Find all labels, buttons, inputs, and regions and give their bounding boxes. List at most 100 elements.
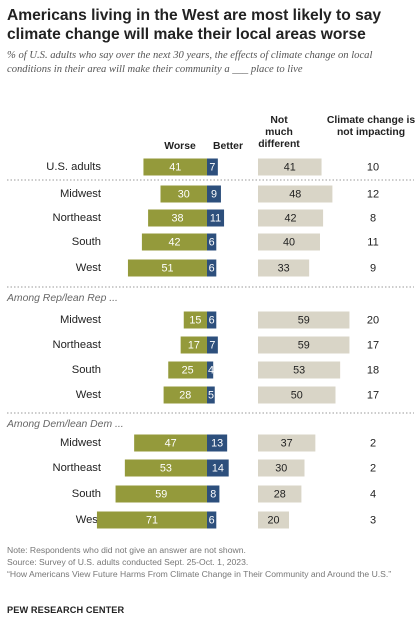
bar-not-much-different xyxy=(258,311,350,329)
bar-better xyxy=(207,209,225,227)
chart-source: Source: Survey of U.S. adults conducted … xyxy=(7,557,249,567)
column-header-not-impacting: Climate change is not impacting xyxy=(326,115,416,138)
row-label: Northeast xyxy=(52,462,101,474)
data-label-not-impacting: 18 xyxy=(367,364,379,376)
row-label: Midwest xyxy=(60,437,102,449)
row-label: West xyxy=(76,514,102,526)
bar-worse xyxy=(183,311,207,329)
data-label-worse: 25 xyxy=(182,364,194,376)
data-label-better: 6 xyxy=(209,514,215,526)
bar-better xyxy=(207,185,221,203)
data-label-not-impacting: 11 xyxy=(367,236,378,248)
group-label: Among Dem/lean Dem ... xyxy=(6,419,124,430)
bar-better xyxy=(207,459,229,477)
column-header-better: Better xyxy=(212,141,244,152)
bar-worse xyxy=(168,361,207,379)
data-label-not-much-different: 28 xyxy=(274,488,286,500)
data-label-not-much-different: 41 xyxy=(284,161,296,173)
group-label: Among Rep/lean Rep ... xyxy=(6,293,118,304)
row-label: Northeast xyxy=(52,339,101,351)
bar-not-much-different xyxy=(258,386,336,404)
data-label-worse: 38 xyxy=(172,212,184,224)
bar-worse xyxy=(141,233,207,251)
data-label-not-impacting: 20 xyxy=(367,314,379,326)
bar-not-much-different xyxy=(258,259,310,277)
data-label-not-much-different: 30 xyxy=(275,462,287,474)
column-header-worse: Worse xyxy=(164,141,196,152)
bar-not-much-different xyxy=(258,209,324,227)
bar-worse xyxy=(115,485,207,503)
bar-better xyxy=(207,311,217,329)
data-label-better: 7 xyxy=(209,161,215,173)
row-label: West xyxy=(76,389,102,401)
bar-not-much-different xyxy=(258,361,341,379)
data-label-worse: 51 xyxy=(161,262,173,274)
chart-title: Americans living in the West are most li… xyxy=(7,7,382,43)
bar-not-much-different xyxy=(258,485,302,503)
bar-better xyxy=(207,233,217,251)
bar-better xyxy=(207,361,214,379)
data-label-not-impacting: 17 xyxy=(367,389,379,401)
data-label-not-much-different: 59 xyxy=(298,314,310,326)
bar-not-much-different xyxy=(258,158,322,176)
data-label-not-impacting: 3 xyxy=(370,514,376,526)
bar-worse xyxy=(134,434,207,452)
data-label-worse: 15 xyxy=(189,314,201,326)
data-label-better: 11 xyxy=(210,212,221,224)
data-label-better: 8 xyxy=(210,488,216,500)
column-header-not-much-different: Not much different xyxy=(258,115,300,150)
data-label-worse: 17 xyxy=(188,339,200,351)
data-label-worse: 28 xyxy=(179,389,191,401)
data-label-not-impacting: 4 xyxy=(370,488,376,500)
data-label-better: 9 xyxy=(211,188,217,200)
data-label-better: 6 xyxy=(209,236,215,248)
bar-worse xyxy=(160,185,207,203)
data-label-not-much-different: 20 xyxy=(267,514,279,526)
chart-report-title: “How Americans View Future Harms From Cl… xyxy=(7,569,392,579)
data-label-better: 7 xyxy=(209,339,215,351)
row-label: West xyxy=(76,262,102,274)
bar-not-much-different xyxy=(258,459,305,477)
data-label-worse: 59 xyxy=(155,488,167,500)
data-label-not-much-different: 48 xyxy=(289,188,301,200)
data-label-better: 13 xyxy=(211,437,223,449)
row-label: U.S. adults xyxy=(46,161,101,173)
bar-worse xyxy=(96,511,207,529)
data-label-not-impacting: 8 xyxy=(370,212,376,224)
row-label: South xyxy=(72,488,101,500)
bar-better xyxy=(207,158,218,176)
row-label: South xyxy=(72,364,101,376)
row-label: Northeast xyxy=(52,212,101,224)
data-label-not-impacting: 12 xyxy=(367,188,379,200)
bar-better xyxy=(207,386,215,404)
data-label-not-much-different: 40 xyxy=(283,236,295,248)
bar-better xyxy=(207,336,218,354)
data-label-not-impacting: 2 xyxy=(370,462,376,474)
chart-subtitle: % of U.S. adults who say over the next 3… xyxy=(7,50,373,75)
data-label-worse: 41 xyxy=(169,161,181,173)
bar-better xyxy=(207,259,217,277)
data-label-worse: 71 xyxy=(146,514,158,526)
data-label-worse: 53 xyxy=(160,462,172,474)
bar-worse xyxy=(143,158,207,176)
data-label-not-much-different: 53 xyxy=(293,364,305,376)
data-label-not-impacting: 9 xyxy=(370,262,376,274)
bar-better xyxy=(207,434,228,452)
data-label-not-impacting: 2 xyxy=(370,437,376,449)
data-label-not-much-different: 42 xyxy=(285,212,297,224)
row-label: Midwest xyxy=(60,314,102,326)
data-label-worse: 42 xyxy=(168,236,180,248)
bar-worse xyxy=(127,259,207,277)
data-label-not-much-different: 33 xyxy=(278,262,290,274)
bar-worse xyxy=(148,209,207,227)
bar-worse xyxy=(124,459,207,477)
data-label-not-much-different: 50 xyxy=(291,389,303,401)
pew-research-center-logo: PEW RESEARCH CENTER xyxy=(7,605,125,615)
data-label-not-impacting: 10 xyxy=(367,161,379,173)
row-label: South xyxy=(72,236,101,248)
bar-not-much-different xyxy=(258,233,320,251)
data-label-worse: 30 xyxy=(178,188,190,200)
bar-not-much-different xyxy=(258,185,333,203)
data-label-not-much-different: 59 xyxy=(298,339,310,351)
